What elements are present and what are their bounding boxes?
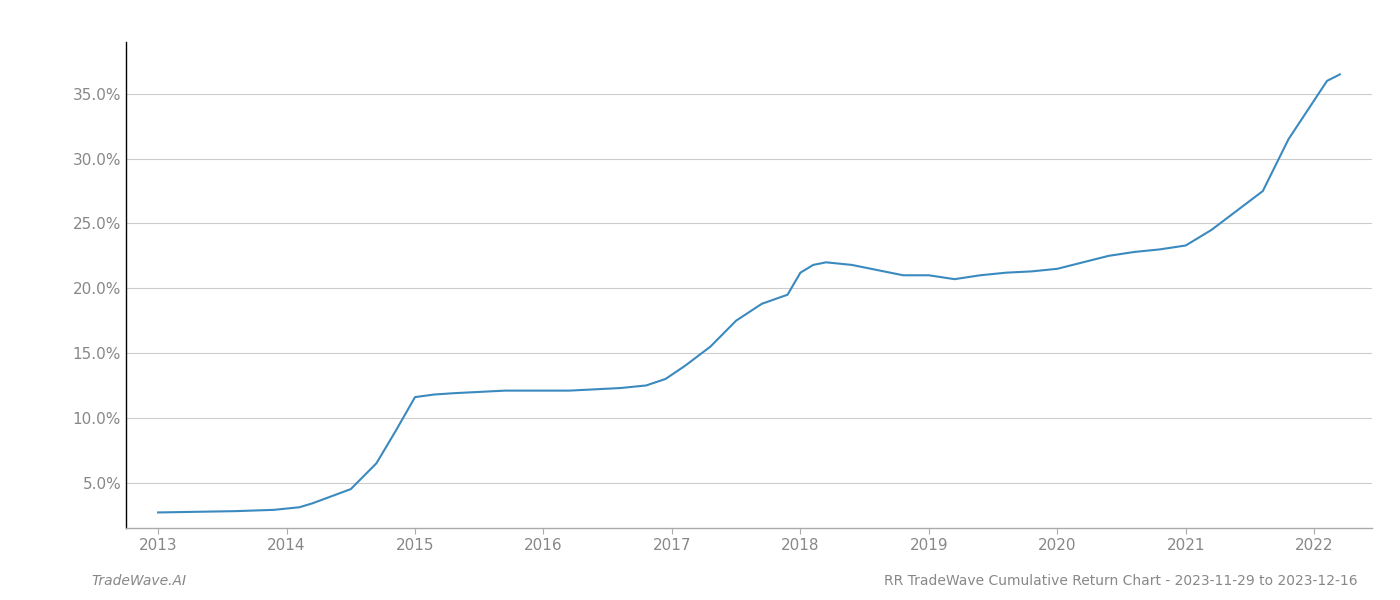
Text: RR TradeWave Cumulative Return Chart - 2023-11-29 to 2023-12-16: RR TradeWave Cumulative Return Chart - 2… <box>885 574 1358 588</box>
Text: TradeWave.AI: TradeWave.AI <box>91 574 186 588</box>
